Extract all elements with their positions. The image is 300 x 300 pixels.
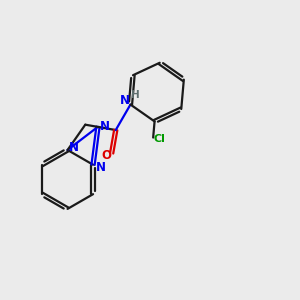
Text: Cl: Cl [154,134,166,144]
Text: O: O [101,149,111,162]
Text: N: N [95,161,105,174]
Text: N: N [120,94,130,106]
Text: N: N [69,141,79,154]
Text: H: H [131,90,140,100]
Text: N: N [100,120,110,133]
